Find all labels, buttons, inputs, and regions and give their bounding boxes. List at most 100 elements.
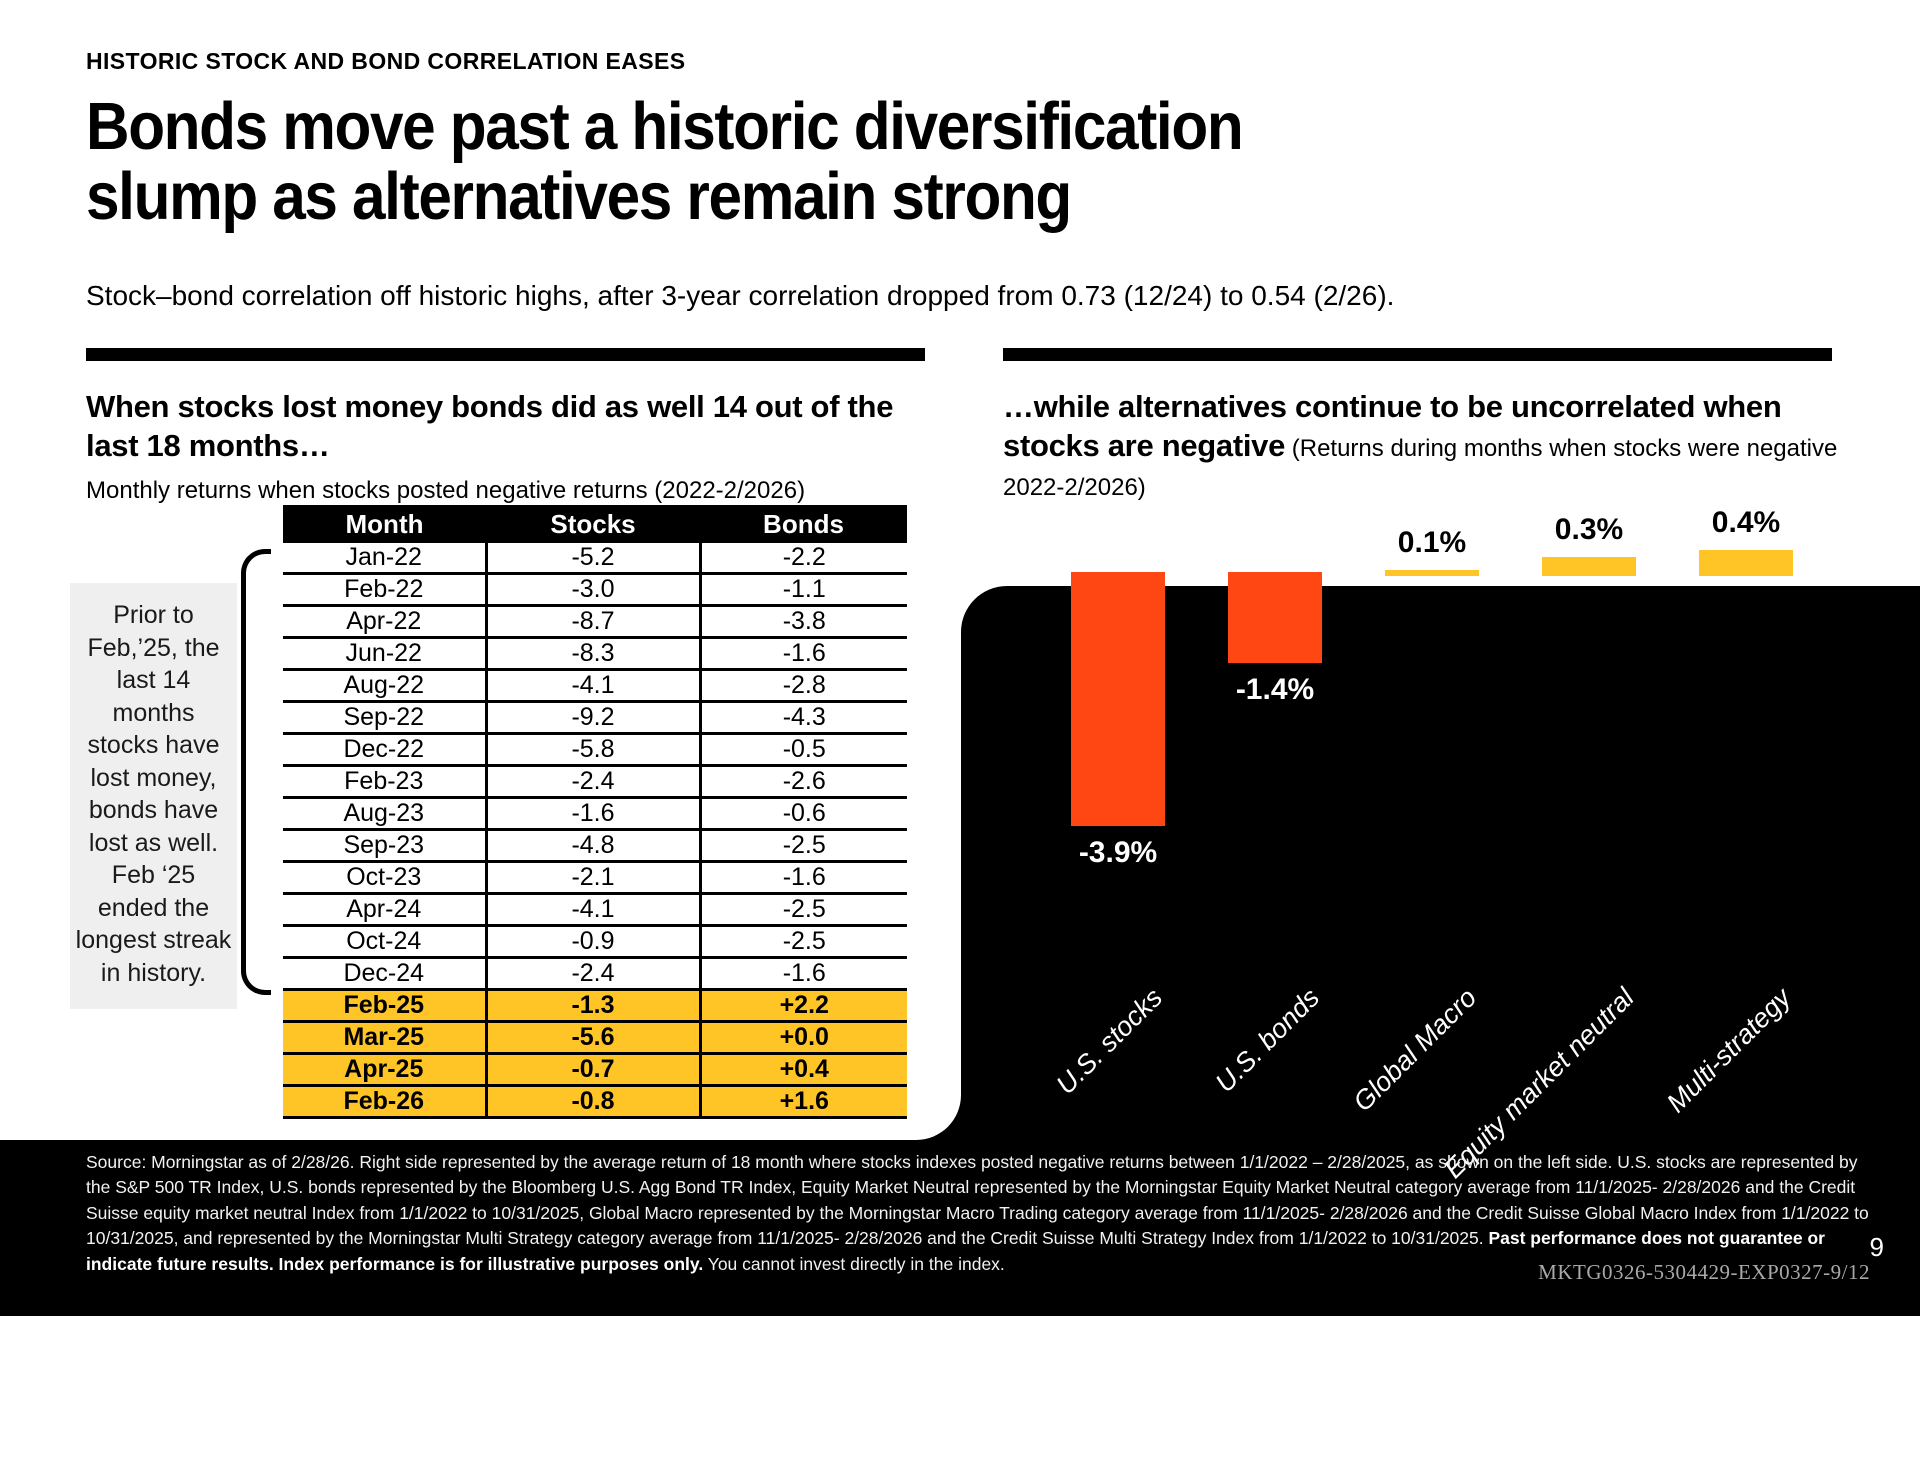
table-row: Oct-23 -2.1 -1.6 bbox=[283, 861, 907, 895]
table-cell-bonds: +0.0 bbox=[698, 1021, 907, 1055]
returns-table-body: Jan-22 -5.2 -2.2 Feb-22 -3.0 -1.1 Apr-22 -8.7 -3… bbox=[283, 543, 907, 1119]
row-group-bracket bbox=[241, 549, 271, 995]
table-cell-month: Aug-23 bbox=[283, 797, 486, 831]
page-title: Bonds move past a historic diversificati… bbox=[86, 89, 1244, 234]
page-title-line-1: Bonds move past a historic diversificati… bbox=[86, 89, 1244, 164]
table-cell-stocks: -9.2 bbox=[484, 701, 700, 735]
table-cell-stocks: -0.9 bbox=[484, 925, 700, 959]
table-cell-month: Feb-22 bbox=[283, 573, 486, 607]
table-cell-stocks: -3.0 bbox=[484, 573, 700, 607]
table-cell-month: Apr-24 bbox=[283, 893, 486, 927]
table-row: Apr-24 -4.1 -2.5 bbox=[283, 893, 907, 927]
table-row: Feb-22 -3.0 -1.1 bbox=[283, 573, 907, 607]
table-header-row: Month Stocks Bonds bbox=[283, 505, 907, 543]
table-cell-bonds: -1.1 bbox=[698, 573, 907, 607]
table-row: Oct-24 -0.9 -2.5 bbox=[283, 925, 907, 959]
table-cell-bonds: -1.6 bbox=[698, 957, 907, 991]
table-row: Dec-24 -2.4 -1.6 bbox=[283, 957, 907, 991]
table-row: Feb-25 -1.3 +2.2 bbox=[283, 989, 907, 1023]
table-cell-bonds: +2.2 bbox=[698, 989, 907, 1023]
table-cell-stocks: -4.8 bbox=[484, 829, 700, 863]
source-disclosure: Source: Morningstar as of 2/28/26. Right… bbox=[86, 1150, 1878, 1277]
table-cell-stocks: -2.1 bbox=[484, 861, 700, 895]
left-section-heading: When stocks lost money bonds did as well… bbox=[86, 389, 894, 463]
table-row: Apr-25 -0.7 +0.4 bbox=[283, 1053, 907, 1087]
table-cell-stocks: -5.8 bbox=[484, 733, 700, 767]
table-row: Mar-25 -5.6 +0.0 bbox=[283, 1021, 907, 1055]
column-header-stocks: Stocks bbox=[486, 505, 700, 543]
table-row: Sep-23 -4.8 -2.5 bbox=[283, 829, 907, 863]
callout-box: Prior to Feb,’25, the last 14 months sto… bbox=[70, 583, 237, 1009]
table-cell-month: Mar-25 bbox=[283, 1021, 486, 1055]
table-cell-stocks: -8.3 bbox=[484, 637, 700, 671]
table-cell-bonds: -0.5 bbox=[698, 733, 907, 767]
table-row: Aug-22 -4.1 -2.8 bbox=[283, 669, 907, 703]
chart-bar-equity-market-neutral bbox=[1542, 556, 1636, 576]
table-cell-bonds: +0.4 bbox=[698, 1053, 907, 1087]
table-cell-bonds: -4.3 bbox=[698, 701, 907, 735]
table-cell-month: Sep-23 bbox=[283, 829, 486, 863]
table-row: Apr-22 -8.7 -3.8 bbox=[283, 605, 907, 639]
table-cell-month: Feb-23 bbox=[283, 765, 486, 799]
table-cell-bonds: -2.5 bbox=[698, 925, 907, 959]
table-cell-stocks: -5.6 bbox=[484, 1021, 700, 1055]
table-cell-month: Feb-26 bbox=[283, 1085, 486, 1119]
table-cell-bonds: -2.6 bbox=[698, 765, 907, 799]
table-row: Jan-22 -5.2 -2.2 bbox=[283, 543, 907, 575]
table-row: Feb-26 -0.8 +1.6 bbox=[283, 1085, 907, 1119]
table-cell-bonds: -2.8 bbox=[698, 669, 907, 703]
table-cell-stocks: -0.8 bbox=[484, 1085, 700, 1119]
past-performance-disclaimer: Past performance does not guarantee or i… bbox=[86, 1228, 1825, 1274]
table-cell-month: Dec-22 bbox=[283, 733, 486, 767]
page-subtitle: Stock–bond correlation off historic high… bbox=[86, 280, 1395, 311]
table-cell-bonds: -2.5 bbox=[698, 829, 907, 863]
right-section-heading-note: (Returns during months when stocks were … bbox=[1003, 434, 1838, 501]
chart-bar-multi-strategy bbox=[1699, 550, 1793, 576]
bar-value-label-equity-market-neutral: 0.3% bbox=[1554, 512, 1624, 546]
table-cell-month: Sep-22 bbox=[283, 701, 486, 735]
right-divider-bar bbox=[1003, 348, 1832, 361]
table-row: Dec-22 -5.8 -0.5 bbox=[283, 733, 907, 767]
table-cell-month: Apr-22 bbox=[283, 605, 486, 639]
table-cell-stocks: -1.3 bbox=[484, 989, 700, 1023]
table-row: Jun-22 -8.3 -1.6 bbox=[283, 637, 907, 671]
table-row: Aug-23 -1.6 -0.6 bbox=[283, 797, 907, 831]
table-cell-stocks: -5.2 bbox=[484, 543, 700, 575]
left-divider-bar bbox=[86, 348, 925, 361]
bar-value-label-multi-strategy: 0.4% bbox=[1711, 506, 1781, 539]
chart-black-panel bbox=[961, 586, 1920, 1140]
returns-table: Month Stocks Bonds Jan-22 -5.2 -2.2 Feb-22-… bbox=[283, 505, 907, 1119]
table-cell-stocks: -2.4 bbox=[484, 957, 700, 991]
table-cell-month: Oct-24 bbox=[283, 925, 486, 959]
table-cell-bonds: -2.2 bbox=[698, 543, 907, 575]
returns-table-head: Month Stocks Bonds bbox=[283, 505, 907, 543]
chart-bar-global-macro bbox=[1385, 569, 1479, 576]
table-cell-bonds: -2.5 bbox=[698, 893, 907, 927]
table-row: Sep-22 -9.2 -4.3 bbox=[283, 701, 907, 735]
source-text: Source: Morningstar as of 2/28/26. Right… bbox=[86, 1152, 1869, 1249]
bar-value-label-global-macro: 0.1% bbox=[1397, 525, 1467, 559]
page-number: 9 bbox=[1869, 1232, 1884, 1262]
left-section-subheading: Monthly returns when stocks posted negat… bbox=[86, 477, 806, 504]
table-cell-bonds: -3.8 bbox=[698, 605, 907, 639]
table-cell-month: Oct-23 bbox=[283, 861, 486, 895]
table-cell-month: Jan-22 bbox=[283, 543, 486, 575]
table-cell-month: Aug-22 bbox=[283, 669, 486, 703]
eyebrow: HISTORIC STOCK AND BOND CORRELATION EASE… bbox=[86, 48, 686, 74]
table-cell-stocks: -8.7 bbox=[484, 605, 700, 639]
page-title-line-2: slump as alternatives remain strong bbox=[86, 158, 1072, 234]
table-cell-bonds: -0.6 bbox=[698, 797, 907, 831]
table-cell-stocks: -0.7 bbox=[484, 1053, 700, 1087]
document-code: MKTG0326-5304429-EXP0327-9/12 bbox=[1538, 1260, 1870, 1284]
table-cell-month: Feb-25 bbox=[283, 989, 486, 1023]
table-cell-stocks: -4.1 bbox=[484, 669, 700, 703]
table-row: Feb-23 -2.4 -2.6 bbox=[283, 765, 907, 799]
table-cell-stocks: -1.6 bbox=[484, 797, 700, 831]
footer-band bbox=[0, 1140, 1920, 1316]
table-cell-month: Jun-22 bbox=[283, 637, 486, 671]
column-header-bonds: Bonds bbox=[700, 505, 907, 543]
table-cell-month: Apr-25 bbox=[283, 1053, 486, 1087]
right-section-heading: …while alternatives continue to be uncor… bbox=[1003, 388, 1843, 504]
table-cell-bonds: -1.6 bbox=[698, 861, 907, 895]
table-cell-month: Dec-24 bbox=[283, 957, 486, 991]
